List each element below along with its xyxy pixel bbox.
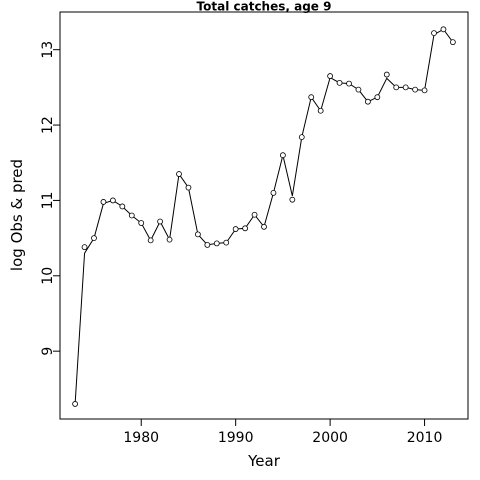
observed-point xyxy=(364,98,371,105)
observed-point xyxy=(298,134,305,141)
observed-point xyxy=(270,189,277,196)
observed-point xyxy=(393,84,400,91)
x-tick-label: 2000 xyxy=(312,430,348,446)
observed-point xyxy=(279,152,286,159)
observed-point xyxy=(147,237,154,244)
observed-point xyxy=(440,26,447,33)
x-axis-label: Year xyxy=(247,452,281,470)
observed-point xyxy=(194,231,201,238)
observed-point xyxy=(421,87,428,94)
observed-point xyxy=(336,79,343,86)
x-axis: 1980 1990 2000 2010 xyxy=(123,419,442,446)
y-tick-label: 11 xyxy=(40,192,56,210)
observed-point xyxy=(412,86,419,93)
observed-point xyxy=(109,197,116,204)
observed-point xyxy=(374,94,381,101)
observed-point xyxy=(383,71,390,78)
y-axis: 9 10 11 12 13 xyxy=(40,41,60,356)
observed-point xyxy=(261,223,267,230)
observed-point xyxy=(138,220,145,226)
y-tick-label: 13 xyxy=(40,41,56,59)
observed-series xyxy=(72,26,456,407)
observed-point xyxy=(91,235,97,242)
observed-point xyxy=(204,241,211,248)
observed-point xyxy=(449,39,456,46)
observed-point xyxy=(346,80,352,87)
observed-point xyxy=(166,236,173,243)
observed-point xyxy=(431,30,437,37)
observed-point xyxy=(119,203,126,210)
chart-title: Total catches, age 9 xyxy=(197,0,332,14)
observed-point xyxy=(251,211,258,218)
observed-point xyxy=(402,84,409,91)
observed-point xyxy=(72,401,79,407)
observed-point xyxy=(355,86,362,93)
observed-point xyxy=(242,225,249,232)
observed-point xyxy=(317,107,324,114)
plot-frame xyxy=(59,11,469,420)
x-tick-label: 1990 xyxy=(218,430,254,446)
y-tick-label: 12 xyxy=(40,116,56,134)
observed-point xyxy=(100,199,107,205)
observed-point xyxy=(176,171,182,177)
observed-point xyxy=(213,240,220,247)
y-tick-label: 10 xyxy=(40,267,56,285)
observed-point xyxy=(308,94,315,101)
y-tick-label: 9 xyxy=(40,347,56,356)
x-tick-label: 2010 xyxy=(407,430,443,446)
observed-point xyxy=(185,184,192,191)
observed-point xyxy=(157,218,164,225)
observed-point xyxy=(223,239,230,246)
observed-point xyxy=(327,73,334,79)
observed-point xyxy=(289,196,296,203)
y-axis-label: log Obs & pred xyxy=(8,159,26,271)
x-tick-label: 1980 xyxy=(123,430,159,446)
observed-point xyxy=(81,244,88,251)
observed-point xyxy=(232,226,239,232)
observed-point xyxy=(128,212,135,219)
